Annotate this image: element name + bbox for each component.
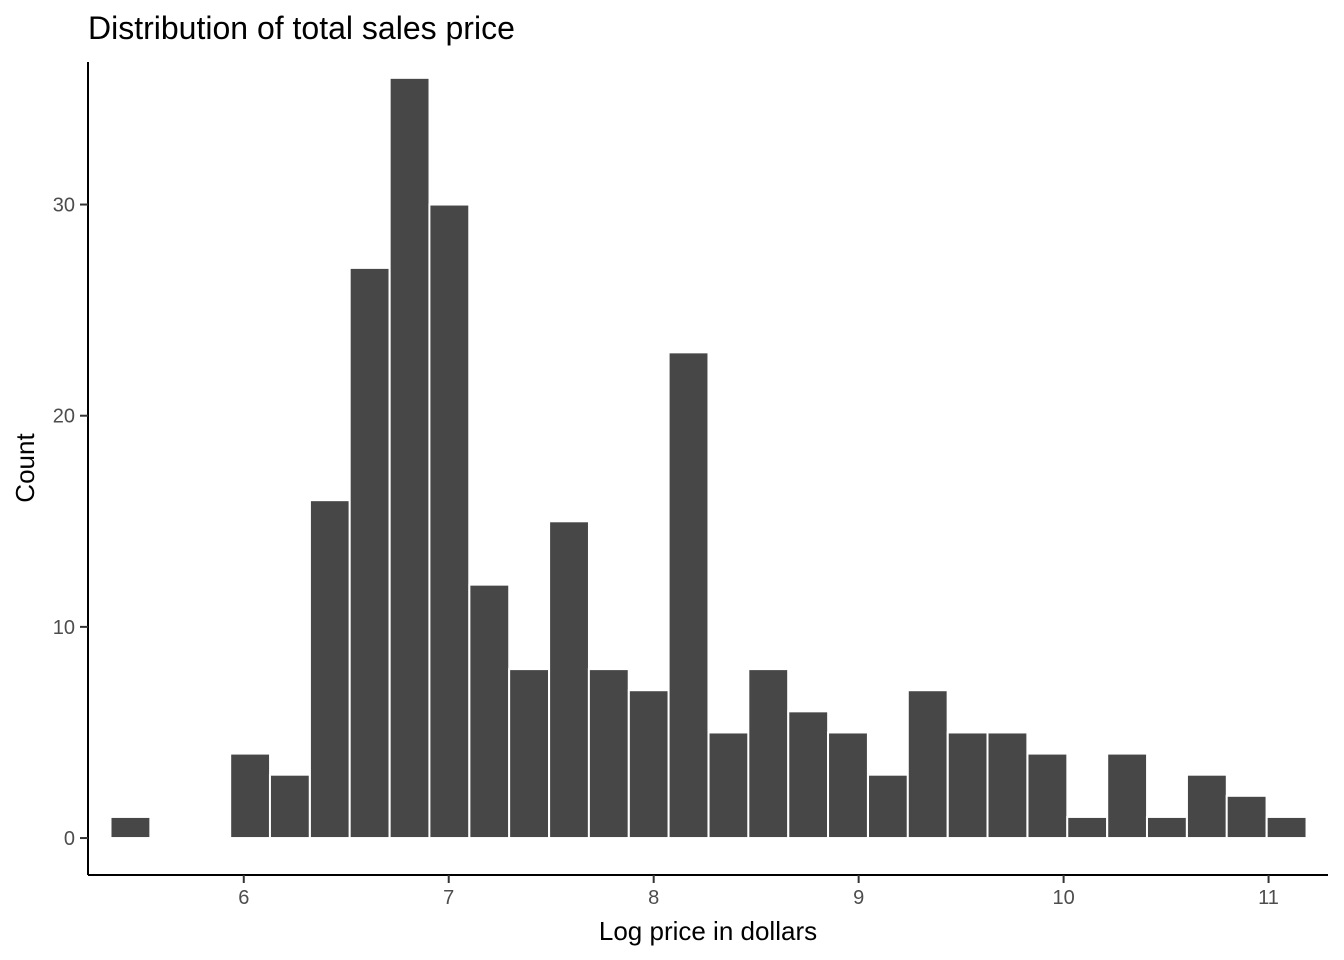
histogram-bar — [1106, 752, 1149, 840]
x-tick-label: 11 — [1258, 887, 1279, 909]
histogram-bar — [707, 731, 750, 840]
histogram-bar — [229, 752, 272, 840]
histogram-bar — [986, 731, 1029, 840]
x-tick-label: 9 — [853, 887, 864, 909]
y-axis-label: Count — [10, 433, 40, 503]
histogram-bar — [308, 499, 351, 840]
x-tick-label: 10 — [1052, 887, 1074, 909]
histogram-bar — [587, 668, 630, 840]
histogram-bar — [1026, 752, 1069, 840]
y-tick-label: 20 — [53, 406, 75, 428]
histogram-bar — [1225, 794, 1268, 840]
histogram-bar — [1185, 773, 1228, 840]
histogram-bar — [627, 689, 670, 840]
histogram-bar — [867, 773, 909, 840]
histogram-bar — [946, 731, 989, 840]
histogram-bar — [508, 668, 551, 840]
histogram-bar — [268, 773, 311, 840]
x-axis-ticks: 6 7 8 9 10 11 — [238, 875, 1279, 909]
y-tick-label: 0 — [64, 828, 75, 850]
y-tick-label: 10 — [53, 617, 75, 639]
x-tick-label: 6 — [238, 887, 249, 909]
histogram-bar — [428, 203, 471, 840]
bars-layer — [109, 76, 1308, 840]
x-tick-label: 7 — [443, 887, 454, 909]
histogram-bar — [109, 815, 152, 840]
y-axis-ticks: 0 10 20 30 — [53, 195, 88, 850]
chart-title: Distribution of total sales price — [88, 10, 515, 46]
histogram-bar — [1265, 815, 1308, 840]
y-tick-label: 30 — [53, 195, 75, 217]
histogram-bar — [1145, 815, 1188, 840]
histogram-bar — [1066, 815, 1109, 840]
x-axis-label: Log price in dollars — [599, 916, 817, 946]
histogram-bar — [906, 689, 949, 840]
histogram-bar — [667, 351, 710, 840]
histogram-bar — [827, 731, 869, 840]
histogram-bar — [348, 266, 391, 840]
x-tick-label: 8 — [648, 887, 659, 909]
histogram-bar — [548, 520, 590, 840]
histogram-bar — [787, 710, 830, 840]
histogram-bar — [388, 76, 431, 840]
histogram-bar — [747, 668, 790, 840]
histogram-bar — [468, 583, 511, 840]
